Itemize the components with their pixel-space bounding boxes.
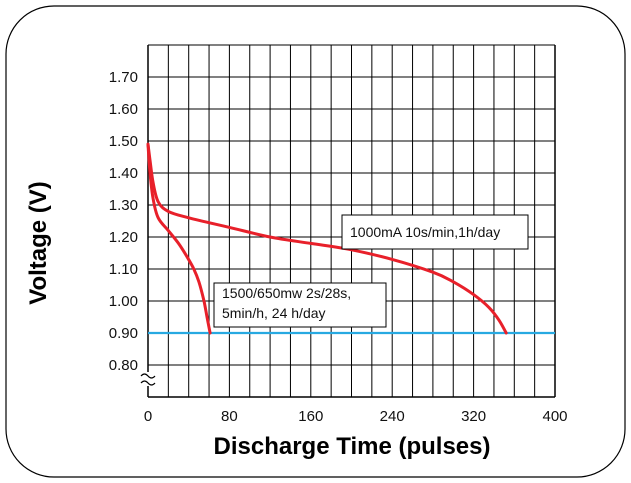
axis-break-mark <box>140 373 156 379</box>
y-tick-label: 0.80 <box>109 357 138 374</box>
x-tick-label: 400 <box>542 408 567 425</box>
x-tick-label: 0 <box>144 408 152 425</box>
axis-break-gap <box>140 372 156 386</box>
annotation-2: 1500/650mw 2s/28s, 5min/h, 24 h/day <box>213 282 387 328</box>
x-tick-label: 80 <box>221 408 238 425</box>
x-tick-label: 240 <box>380 408 405 425</box>
y-axis-title: Voltage (V) <box>25 181 52 305</box>
annotation-text: 1500/650mw 2s/28s, <box>222 285 351 301</box>
y-tick-label: 1.30 <box>109 197 138 214</box>
axis-break <box>140 372 156 386</box>
y-tick-label: 0.90 <box>109 325 138 342</box>
annotation-text: 1000mA 10s/min,1h/day <box>350 224 500 240</box>
x-tick-label: 160 <box>298 408 323 425</box>
annotation-box <box>341 214 529 250</box>
y-tick-label: 1.00 <box>109 293 138 310</box>
annotation-text: 5min/h, 24 h/day <box>222 305 326 321</box>
series-layer <box>146 142 508 335</box>
y-tick-label: 1.20 <box>109 229 138 246</box>
y-tick-label: 1.70 <box>109 69 138 86</box>
y-tick-label: 1.60 <box>109 101 138 118</box>
series-line-2 <box>146 142 212 335</box>
annotations: 1000mA 10s/min,1h/day 1500/650mw 2s/28s, 5… <box>213 214 529 328</box>
y-tick-label: 1.10 <box>109 261 138 278</box>
annotation-1: 1000mA 10s/min,1h/day <box>341 214 529 250</box>
y-tick-label: 1.50 <box>109 133 138 150</box>
chart-border <box>5 5 626 478</box>
annotation-box <box>213 282 387 328</box>
x-axis-title: Discharge Time (pulses) <box>214 433 491 460</box>
series-line-1 <box>146 142 508 335</box>
tick-labels: 0.80 0.90 1.00 1.10 1.20 1.30 1.40 1.50 1.60 1.70… <box>109 69 568 425</box>
y-tick-label: 1.40 <box>109 165 138 182</box>
axis-break-mark <box>140 380 156 386</box>
x-tick-label: 320 <box>461 408 486 425</box>
